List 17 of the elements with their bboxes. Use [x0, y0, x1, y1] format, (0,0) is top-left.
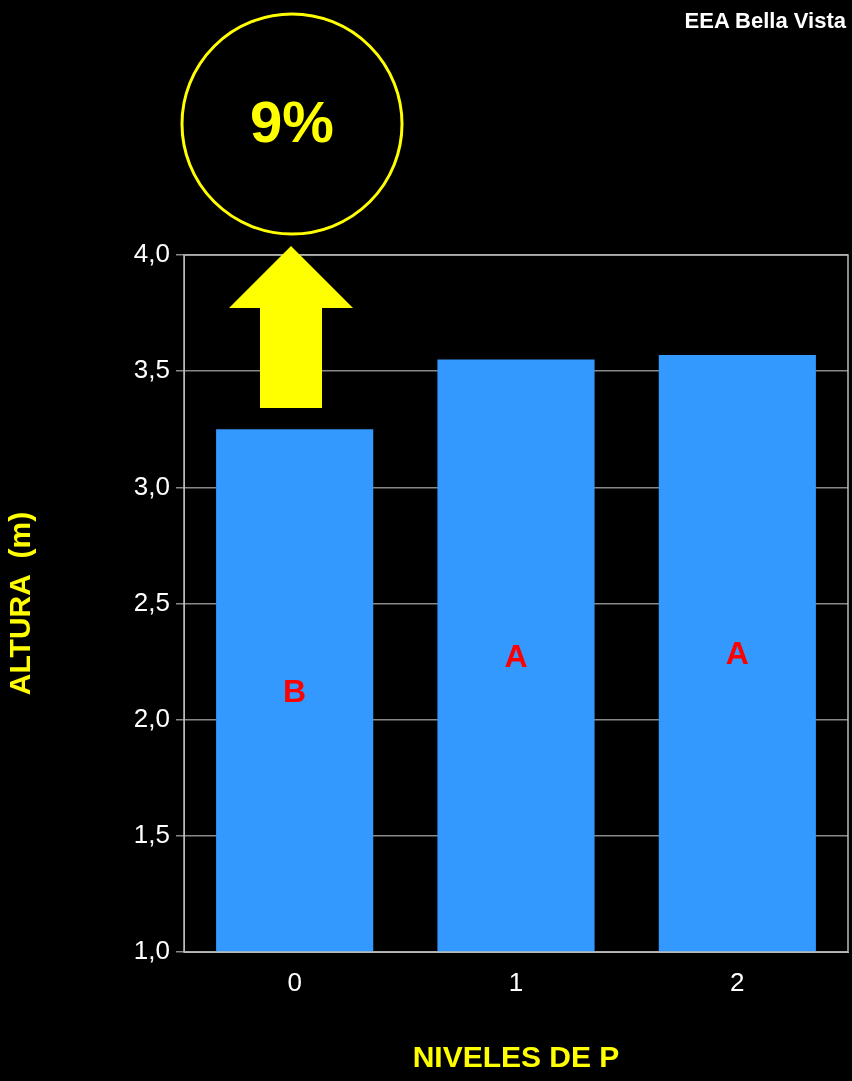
x-tick-label: 1: [508, 966, 524, 997]
y-tick-label: 1,0: [133, 935, 170, 966]
annotation: A: [504, 637, 528, 674]
y-tick-label: 3,0: [133, 470, 170, 501]
annotation: B: [283, 672, 307, 709]
y-tick-label: 3,5: [133, 354, 170, 385]
y-tick-label: 4,0: [133, 238, 170, 269]
y-tick-label: 2,5: [133, 586, 170, 617]
y-tick-label: 2,0: [133, 702, 170, 733]
text: EEA Bella Vista: [684, 8, 847, 34]
x-tick-label: 2: [730, 966, 745, 997]
x-axis-title: NIVELES DE P: [412, 1040, 620, 1074]
text: 9%: [250, 89, 334, 154]
y-axis-title: ALTURA (m): [3, 511, 37, 696]
y-tick-label: 1,5: [133, 819, 170, 850]
annotation: A: [725, 634, 749, 671]
x-tick-label: 0: [287, 966, 302, 997]
